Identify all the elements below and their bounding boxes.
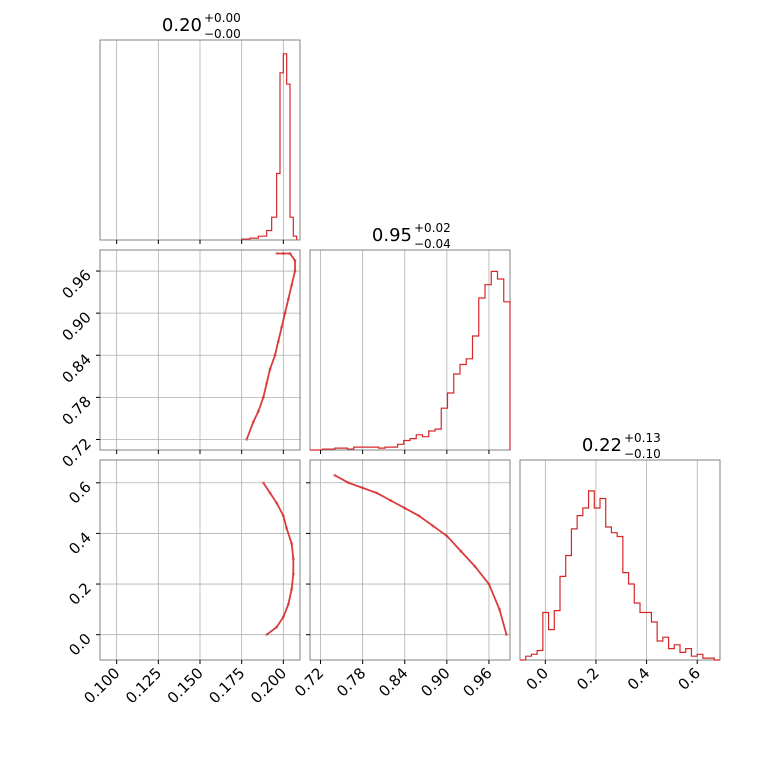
marginal-p2-frame xyxy=(310,250,510,450)
p1-xtick-label: 0.100 xyxy=(80,664,123,707)
p1-p3-contour xyxy=(263,483,293,635)
marginal-p1-title-minus: −0.00 xyxy=(204,27,241,41)
marginal-p1-title-value: 0.20 xyxy=(162,15,202,36)
p1-xtick-label: 0.200 xyxy=(247,664,290,707)
marginal-p2-histogram xyxy=(310,271,510,450)
p2-ytick-label: 0.84 xyxy=(58,350,94,386)
marginal-p1-title-plus: +0.00 xyxy=(204,11,241,25)
p2-p3-contour xyxy=(335,475,507,634)
marginal-p3-title-plus: +0.13 xyxy=(624,431,661,445)
marginal-p1-histogram xyxy=(242,54,297,240)
p2-ytick-label: 0.78 xyxy=(58,392,94,428)
p2-ytick-label: 0.72 xyxy=(58,435,94,471)
marginal-p3-xtick-label: 0.4 xyxy=(624,664,654,694)
marginal-p3-title: 0.22 +0.13 −0.10 xyxy=(582,431,661,461)
marginal-p3-title-value: 0.22 xyxy=(582,435,622,456)
p3-ytick-label: 0.0 xyxy=(65,630,95,660)
marginal-p3-xtick-label: 0.6 xyxy=(674,664,704,694)
marginal-p2-title-value: 0.95 xyxy=(372,225,412,246)
p2-xtick-label: 0.78 xyxy=(333,664,369,700)
marginal-p3-histogram xyxy=(520,491,720,660)
p2-p3-frame xyxy=(310,460,510,660)
p2-xtick-label: 0.96 xyxy=(459,664,495,700)
p2-xtick-label: 0.84 xyxy=(375,664,411,700)
marginal-p1-title: 0.20 +0.00 −0.00 xyxy=(162,11,241,41)
p2-ytick-label: 0.90 xyxy=(58,308,94,344)
marginal-p2-title: 0.95 +0.02 −0.04 xyxy=(372,221,451,251)
p1-xtick-label: 0.125 xyxy=(122,664,165,707)
marginal-p2-title-minus: −0.04 xyxy=(414,237,451,251)
marginal-p3-xtick-label: 0.2 xyxy=(573,664,603,694)
p1-xtick-label: 0.150 xyxy=(164,664,207,707)
marginal-p3-title-minus: −0.10 xyxy=(624,447,661,461)
p2-ytick-label: 0.96 xyxy=(58,266,94,302)
marginal-p3-xtick-label: 0.0 xyxy=(523,664,553,694)
p1-p2-contour xyxy=(247,254,295,440)
marginal-p2-title-plus: +0.02 xyxy=(414,221,451,235)
p3-ytick-label: 0.4 xyxy=(65,529,95,559)
p2-xtick-label: 0.72 xyxy=(291,664,327,700)
p3-ytick-label: 0.2 xyxy=(65,579,95,609)
p3-ytick-label: 0.6 xyxy=(65,478,95,508)
p2-xtick-label: 0.90 xyxy=(417,664,453,700)
p1-xtick-label: 0.175 xyxy=(205,664,248,707)
